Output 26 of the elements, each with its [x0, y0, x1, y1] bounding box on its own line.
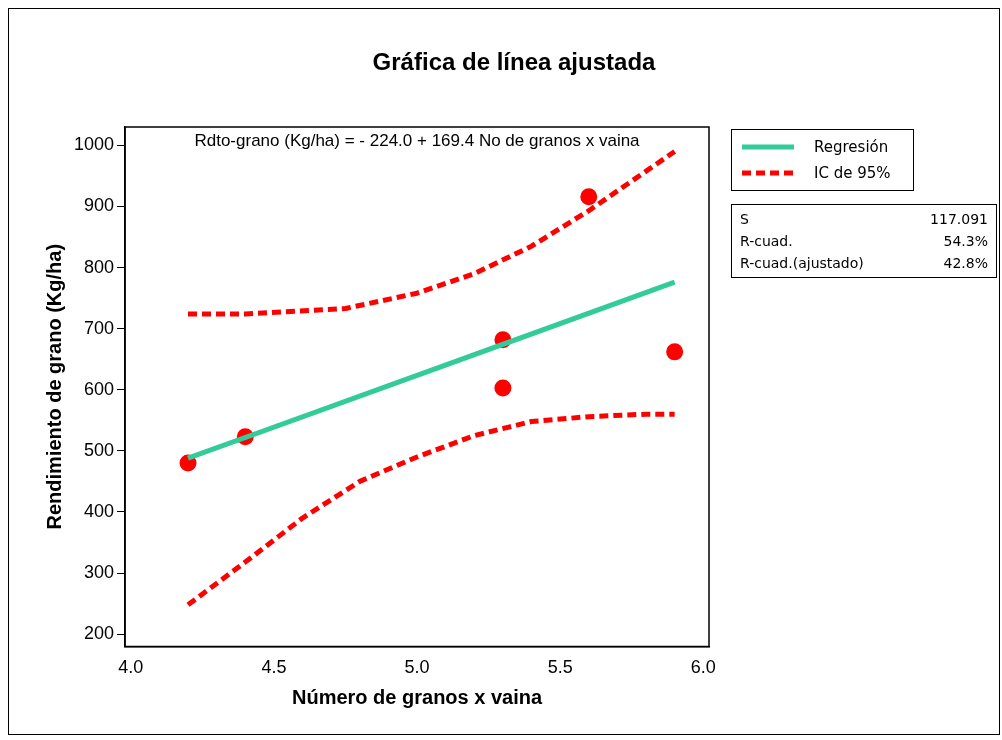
annotation: Rdto-grano (Kg/ha) = - 224.0 + 169.4 No de granos x vaina — [194, 131, 641, 151]
legend-label: IC de 95% — [814, 164, 891, 182]
x-axis-title: Número de granos x vaina — [291, 685, 543, 708]
y-tick-label: 300 — [84, 562, 115, 583]
x-tick-label: 5.0 — [404, 657, 430, 678]
y-tick-label: 700 — [84, 317, 115, 338]
text: 54.3% — [943, 233, 988, 249]
text: R-cuad. — [740, 233, 793, 249]
y-tick-label: 200 — [84, 623, 115, 644]
text: S — [740, 211, 749, 227]
y-tick-label: 500 — [84, 439, 115, 460]
y-axis-title: Rendimiento de grano (Kg/ha) — [42, 243, 65, 530]
y-tick-label: 900 — [84, 195, 115, 216]
text: R-cuad.(ajustado) — [740, 255, 864, 271]
y-tick-label: 800 — [84, 256, 115, 277]
y-tick-label: 1000 — [74, 134, 115, 155]
x-tick-label: 4.0 — [118, 657, 144, 678]
chart-title: Gráfica de línea ajustada — [372, 47, 657, 75]
legend-label: Regresión — [814, 138, 889, 156]
text: 117.091 — [930, 211, 988, 227]
x-tick-label: 6.0 — [690, 657, 716, 678]
text: 42.8% — [943, 255, 988, 271]
x-tick-label: 4.5 — [261, 657, 287, 678]
y-tick-label: 600 — [84, 378, 115, 399]
x-tick-label: 5.5 — [547, 657, 573, 678]
y-tick-label: 400 — [84, 500, 115, 521]
